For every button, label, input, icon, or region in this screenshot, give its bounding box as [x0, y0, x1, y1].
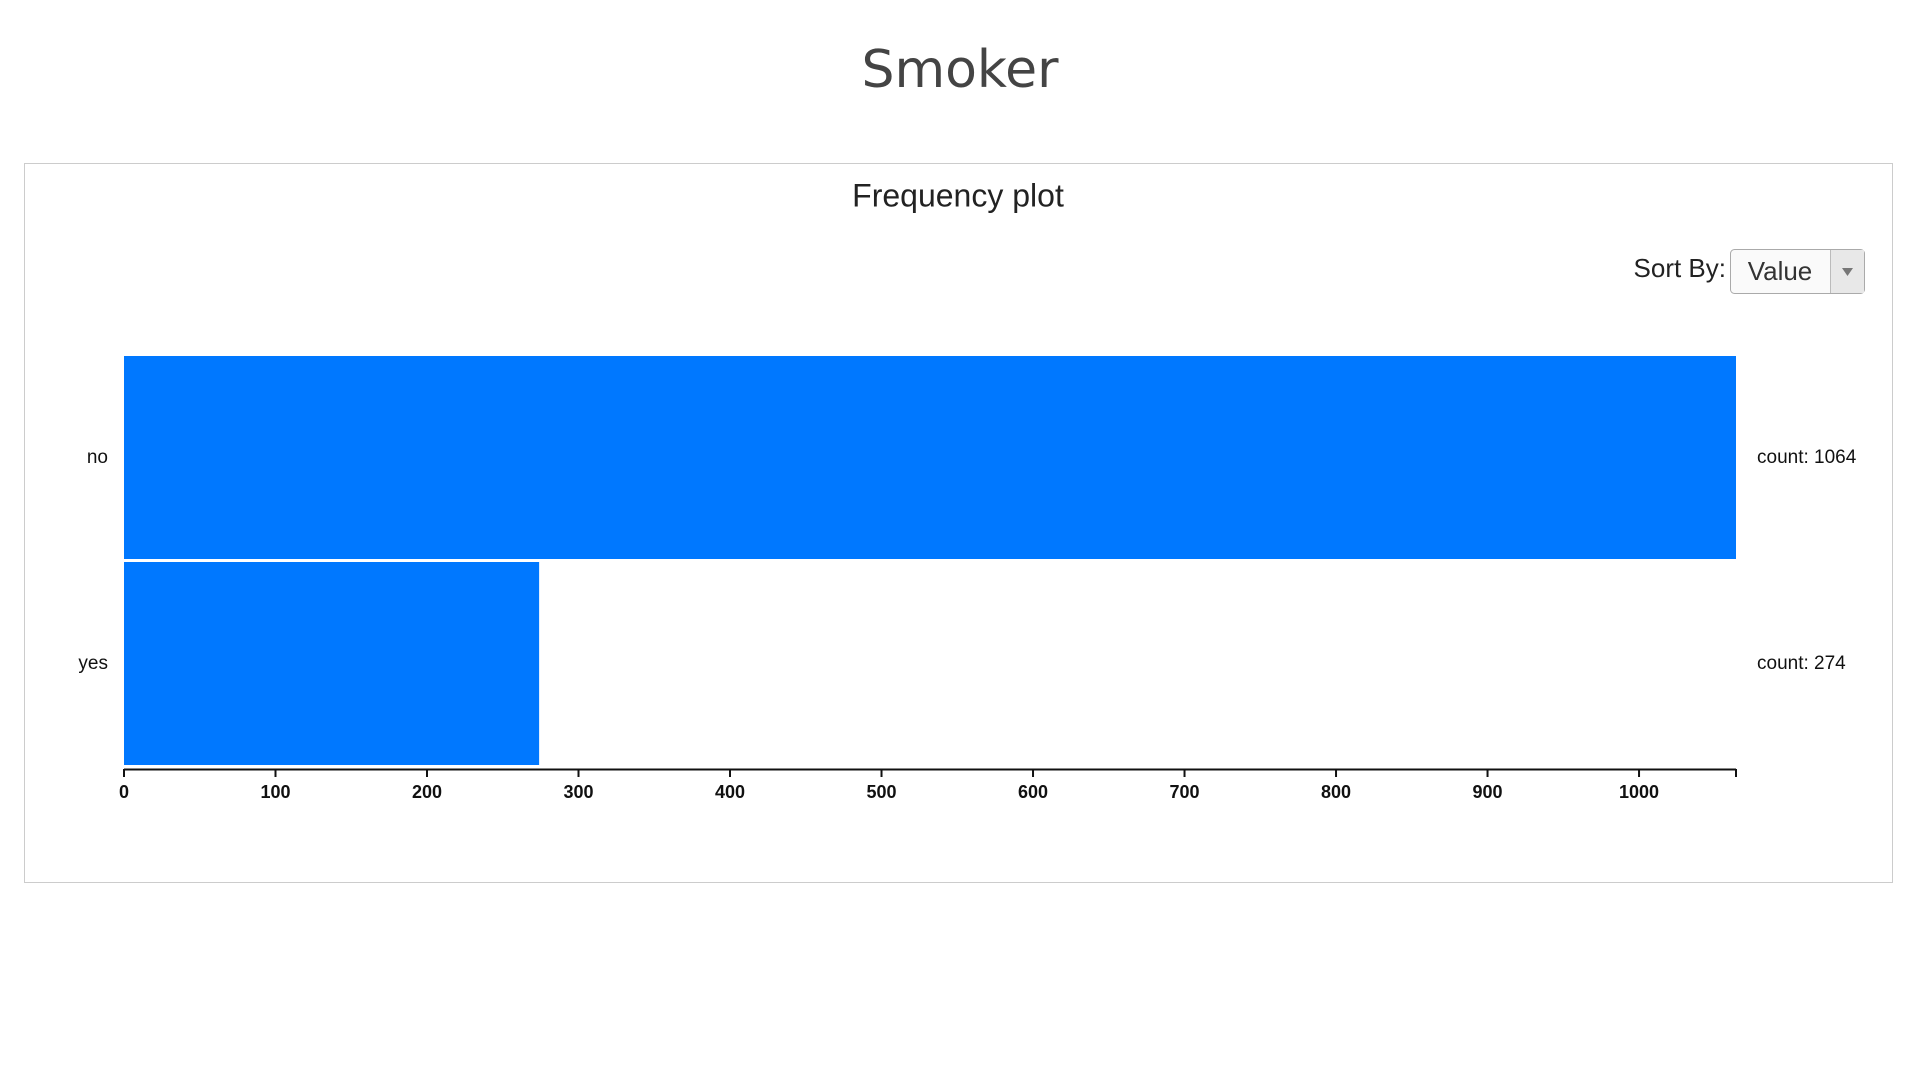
sort-label: Sort By:: [1634, 253, 1726, 283]
value-label: count: 1064: [1757, 447, 1857, 468]
bar: [124, 562, 540, 765]
x-tick-label: 1000: [1619, 782, 1659, 802]
category-label: yes: [78, 653, 108, 674]
x-tick-label: 0: [119, 782, 129, 802]
x-tick-label: 200: [412, 782, 442, 802]
dropdown-arrow: [1842, 268, 1853, 276]
chart-title: Frequency plot: [852, 177, 1064, 213]
page-title: Smoker: [861, 40, 1059, 100]
panel-border: [24, 163, 1893, 883]
value-label: count: 274: [1757, 653, 1846, 674]
category-label: no: [87, 447, 108, 468]
x-tick-label: 900: [1473, 782, 1503, 802]
x-tick-label: 800: [1321, 782, 1351, 802]
sort-select[interactable]: Value: [1730, 249, 1865, 294]
x-tick-label: 400: [715, 782, 745, 802]
x-tick-label: 700: [1170, 782, 1200, 802]
x-tick-label: 300: [563, 782, 593, 802]
x-tick-label: 600: [1018, 782, 1048, 802]
select-value[interactable]: Value: [1748, 256, 1813, 286]
x-tick-label: 100: [260, 782, 290, 802]
bar: [124, 356, 1736, 559]
x-tick-label: 500: [866, 782, 896, 802]
